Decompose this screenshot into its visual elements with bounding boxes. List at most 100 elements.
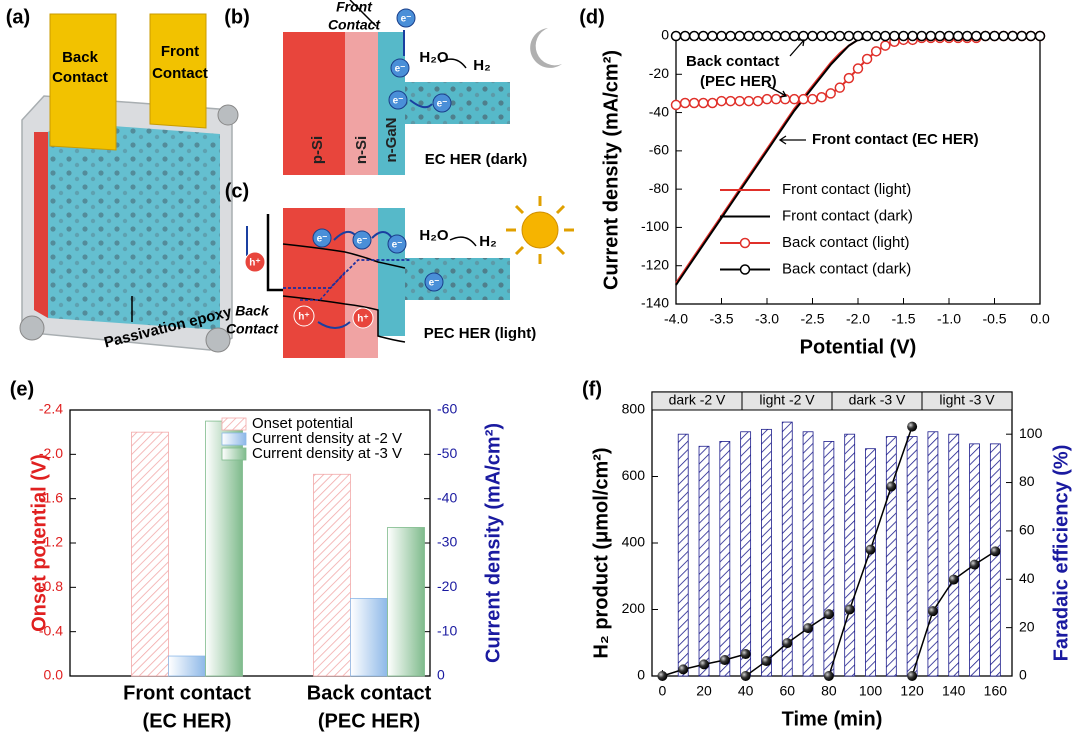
electron [312, 228, 332, 248]
category-label: Back contact [307, 682, 432, 704]
yticks-label: 800 [622, 401, 646, 417]
y2ticks-label: 60 [1019, 522, 1035, 538]
y2ticks-label: 0 [1019, 667, 1027, 683]
marker [698, 30, 709, 42]
bar [719, 441, 731, 677]
x-tick-label: -2.0 [846, 311, 870, 327]
marker [807, 93, 818, 105]
bar [865, 448, 876, 677]
back-contact-pad [49, 13, 117, 151]
panel-label: (d) [579, 6, 605, 28]
sun-rays [506, 196, 574, 264]
marker [761, 30, 773, 42]
marker [971, 30, 982, 42]
yticks-label: 0 [637, 667, 645, 683]
electron-label: e⁻ [393, 96, 404, 107]
marker [798, 93, 809, 105]
bead [740, 649, 751, 660]
marker [734, 95, 745, 107]
bar [823, 441, 835, 677]
y2ticks-label: -30 [437, 534, 457, 550]
marker [834, 30, 846, 42]
marker [843, 72, 855, 84]
bar [781, 421, 793, 677]
electron-label: e⁻ [317, 234, 328, 245]
bar [168, 655, 206, 677]
bead [865, 544, 876, 555]
annotation: Back contact [686, 53, 779, 70]
bar [906, 436, 918, 677]
bar [885, 436, 897, 677]
axis-title: Current density (mA/cm²) [482, 423, 504, 663]
panel-label: (c) [225, 180, 249, 202]
marker [1016, 30, 1028, 42]
y2ticks-label: 80 [1019, 473, 1035, 489]
bar [989, 443, 1001, 677]
yticks-label: 200 [622, 600, 646, 616]
yticks-label: -100 [641, 218, 669, 234]
y2ticks-label: 40 [1019, 570, 1035, 586]
electron [352, 230, 372, 250]
marker [852, 30, 864, 42]
bead [990, 546, 1001, 557]
p-si-layer [283, 208, 345, 358]
marker [725, 30, 736, 42]
marker [961, 30, 973, 42]
category-label: (EC HER) [143, 710, 232, 732]
arrow [349, 0, 377, 27]
yticks-label: -60 [649, 142, 669, 158]
marker [698, 97, 709, 109]
y2ticks-label: 0 [437, 667, 445, 683]
legend-marker [739, 264, 751, 275]
bar [802, 431, 814, 677]
x-tick-label: 0.0 [1030, 311, 1050, 327]
marker [898, 30, 909, 42]
legend-label: Back contact (light) [782, 234, 910, 251]
marker [789, 93, 800, 105]
marker [998, 30, 1009, 42]
bead [907, 671, 918, 681]
x-tick-label: -1.5 [891, 311, 915, 327]
annotation-arrow [767, 85, 788, 98]
legend-swatch [221, 417, 247, 431]
arrow [439, 58, 467, 69]
marker [861, 30, 873, 42]
x-tick-label: 40 [738, 683, 754, 699]
phase-label: light -3 V [939, 392, 995, 408]
label: Front [161, 43, 199, 60]
electron [432, 93, 452, 113]
bead [678, 664, 689, 675]
p-si-layer [283, 32, 345, 175]
corner [217, 104, 239, 126]
bar [740, 431, 752, 677]
bar [844, 433, 856, 677]
bead [844, 604, 855, 615]
bar [927, 431, 939, 677]
corner [205, 327, 231, 353]
panel-label: (e) [10, 378, 34, 400]
category-label: (PEC HER) [318, 710, 420, 732]
panel-b: (b) Front Contact p-Si n-Si n-GaN e⁻ e⁻ … [224, 0, 562, 175]
marker [1034, 30, 1046, 42]
annotation-arrow [778, 135, 806, 145]
x-tick-label: 20 [696, 683, 712, 699]
marker [679, 30, 691, 42]
hole-label: h⁺ [249, 258, 260, 269]
arrow [409, 99, 433, 109]
front-contact-pad [149, 13, 207, 129]
bead [740, 671, 751, 681]
electron [390, 58, 410, 78]
mode-label: PEC HER (light) [424, 325, 537, 342]
marker [1007, 30, 1018, 42]
marker [670, 99, 682, 111]
y2ticks-label: -50 [437, 445, 457, 461]
panel-c: (c) h⁺ h⁺ h⁺ e⁻ e⁻ e⁻ e⁻ Back Contact H₂… [225, 180, 574, 358]
marker [889, 30, 900, 42]
electron-label: e⁻ [429, 278, 440, 289]
yticks-label: -40 [649, 103, 669, 119]
legend-label: Current density at -2 V [252, 430, 402, 447]
electron-label: e⁻ [395, 64, 406, 75]
marker [743, 95, 755, 107]
marker [779, 30, 791, 42]
annotation: (PEC HER) [700, 73, 777, 90]
